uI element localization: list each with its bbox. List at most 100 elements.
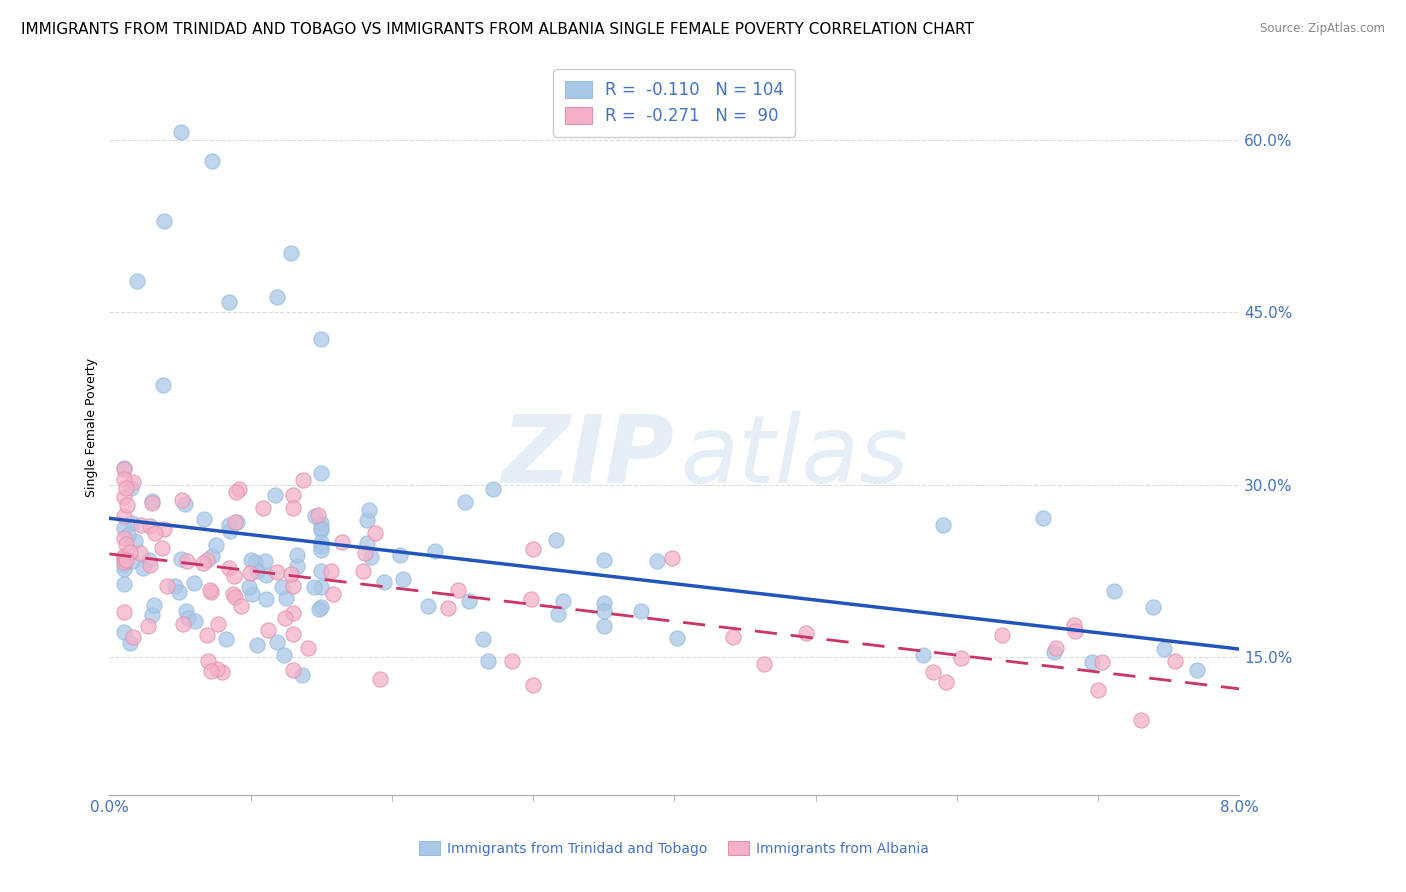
Point <box>281 488 304 502</box>
Point <box>592 596 614 610</box>
Point <box>112 558 135 573</box>
Point <box>357 503 380 517</box>
Point <box>142 598 165 612</box>
Point <box>364 525 387 540</box>
Point <box>309 524 332 538</box>
Point <box>285 548 308 562</box>
Point <box>224 590 246 604</box>
Point <box>150 541 173 556</box>
Point <box>271 580 294 594</box>
Point <box>122 630 145 644</box>
Point <box>218 518 240 533</box>
Point <box>112 605 135 619</box>
Point <box>794 626 817 640</box>
Point <box>163 579 186 593</box>
Point <box>354 546 377 560</box>
Point <box>195 553 218 567</box>
Point <box>522 678 544 692</box>
Y-axis label: Single Female Poverty: Single Female Poverty <box>86 358 98 497</box>
Point <box>200 585 222 599</box>
Point <box>170 493 193 508</box>
Point <box>253 554 276 568</box>
Point <box>138 519 160 533</box>
Point <box>281 606 304 620</box>
Point <box>201 153 224 168</box>
Point <box>991 628 1014 642</box>
Point <box>520 592 543 607</box>
Point <box>264 488 287 502</box>
Point <box>721 630 744 644</box>
Point <box>309 580 332 594</box>
Point <box>256 592 278 607</box>
Point <box>112 491 135 505</box>
Point <box>665 632 688 646</box>
Point <box>630 604 652 618</box>
Point <box>319 564 342 578</box>
Point <box>276 591 298 605</box>
Point <box>1153 642 1175 657</box>
Point <box>112 625 135 640</box>
Point <box>447 582 470 597</box>
Point <box>544 533 567 548</box>
Point <box>392 572 415 586</box>
Point <box>205 662 228 676</box>
Point <box>122 475 145 490</box>
Point <box>152 378 174 392</box>
Point <box>254 568 277 582</box>
Point <box>1102 584 1125 599</box>
Text: Source: ZipAtlas.com: Source: ZipAtlas.com <box>1260 22 1385 36</box>
Point <box>177 611 200 625</box>
Point <box>191 556 214 570</box>
Point <box>308 601 330 615</box>
Point <box>112 555 135 569</box>
Point <box>214 632 236 646</box>
Point <box>1130 713 1153 727</box>
Point <box>280 566 302 581</box>
Point <box>138 553 160 567</box>
Point <box>112 508 135 523</box>
Point <box>204 538 226 552</box>
Point <box>921 665 943 679</box>
Point <box>121 516 143 531</box>
Point <box>131 518 153 533</box>
Point <box>121 554 143 568</box>
Point <box>112 521 135 535</box>
Point <box>437 601 460 615</box>
Point <box>243 555 266 569</box>
Point <box>1185 663 1208 677</box>
Point <box>225 485 247 500</box>
Point <box>501 654 523 668</box>
Point <box>167 584 190 599</box>
Legend: Immigrants from Trinidad and Tobago, Immigrants from Albania: Immigrants from Trinidad and Tobago, Imm… <box>413 836 935 862</box>
Point <box>239 566 262 581</box>
Point <box>522 541 544 556</box>
Point <box>129 546 152 560</box>
Point <box>170 552 193 566</box>
Point <box>136 619 159 633</box>
Point <box>141 608 163 623</box>
Point <box>252 500 274 515</box>
Point <box>481 482 503 496</box>
Point <box>373 575 395 590</box>
Point <box>266 635 288 649</box>
Point <box>1091 655 1114 669</box>
Point <box>454 494 477 508</box>
Point <box>356 513 378 527</box>
Point <box>115 552 138 566</box>
Point <box>912 648 935 662</box>
Point <box>120 481 142 495</box>
Point <box>1081 655 1104 669</box>
Point <box>169 125 191 139</box>
Point <box>592 619 614 633</box>
Point <box>139 558 162 572</box>
Point <box>302 580 325 594</box>
Point <box>172 617 194 632</box>
Point <box>226 516 249 530</box>
Point <box>389 548 412 562</box>
Point <box>309 539 332 553</box>
Point <box>228 482 250 496</box>
Point <box>112 551 135 566</box>
Point <box>266 290 288 304</box>
Point <box>471 632 494 647</box>
Point <box>752 657 775 671</box>
